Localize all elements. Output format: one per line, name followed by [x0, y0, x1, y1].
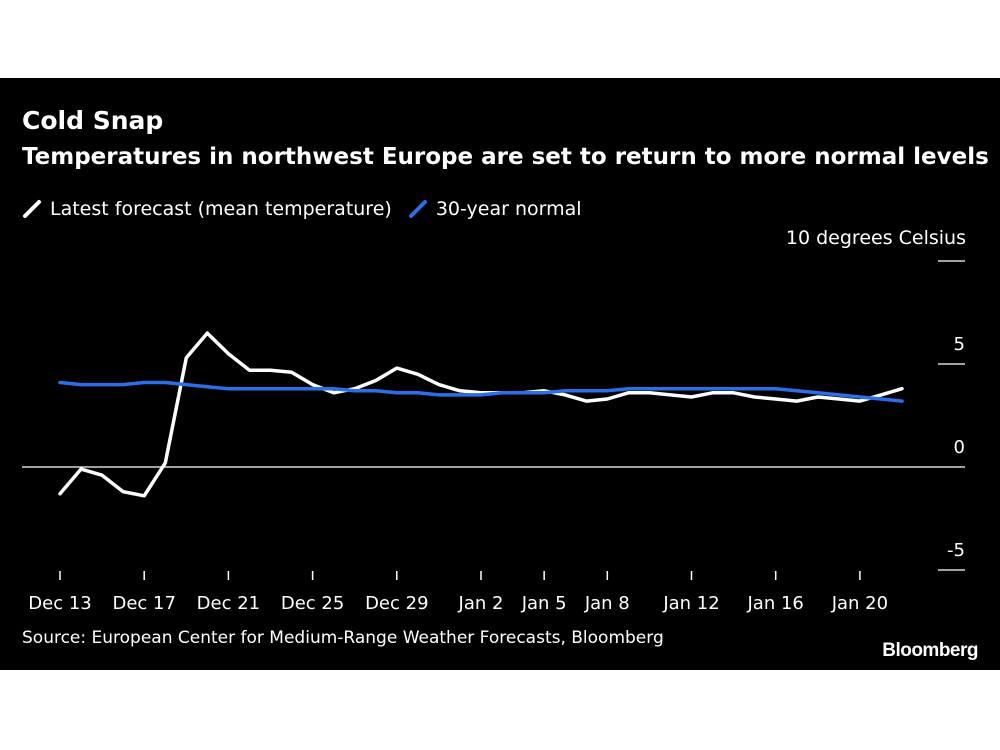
legend-item-30-year-normal: 30-year normal [408, 198, 582, 220]
x-tick-label: Jan 2 [458, 593, 504, 614]
line-chart: 5 0 -5 Dec 13 Dec 17 Dec 21 Dec 25 Dec 29 Jan 2 J… [22, 260, 965, 614]
legend-swatch-30-year-normal [408, 200, 427, 218]
series-line-30-year-normal [58, 380, 904, 403]
chart-title: Cold Snap [22, 106, 164, 135]
x-tick-label: Dec 17 [112, 593, 175, 614]
legend: Latest forecast (mean temperature) 30-ye… [22, 197, 598, 221]
legend-label-30-year-normal: 30-year normal [435, 198, 582, 220]
chart-panel: Cold Snap Temperatures in northwest Euro… [0, 78, 1000, 670]
legend-item-latest-forecast: Latest forecast (mean temperature) [22, 198, 392, 220]
y-tick-label: 0 [954, 437, 965, 458]
x-tick-label: Jan 5 [521, 593, 567, 614]
y-axis-unit-label: 10 degrees Celsius [785, 227, 966, 249]
x-tick-label: Jan 12 [662, 593, 719, 614]
x-tick-label: Jan 8 [584, 593, 630, 614]
x-tick-label: Jan 16 [747, 593, 804, 614]
chart-subtitle: Temperatures in northwest Europe are set… [22, 144, 989, 170]
x-tick-label: Dec 13 [28, 593, 91, 614]
y-tick-label: 5 [954, 334, 965, 355]
x-tick-label: Jan 20 [831, 593, 888, 614]
y-tick-label: -5 [947, 540, 965, 561]
legend-swatch-latest-forecast [23, 200, 41, 218]
series-line-latest-forecast [58, 331, 904, 498]
legend-label-latest-forecast: Latest forecast (mean temperature) [50, 198, 392, 220]
x-tick-label: Dec 21 [197, 593, 260, 614]
x-tick-label: Dec 29 [365, 593, 428, 614]
source-note: Source: European Center for Medium-Range… [22, 628, 664, 648]
bloomberg-logo: Bloomberg [882, 640, 978, 661]
x-tick-label: Dec 25 [281, 593, 344, 614]
